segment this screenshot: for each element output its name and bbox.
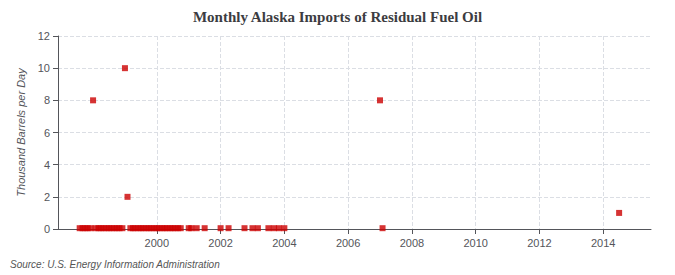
svg-text:2: 2	[44, 191, 50, 203]
svg-text:6: 6	[44, 127, 50, 139]
svg-text:2014: 2014	[591, 237, 615, 249]
svg-text:2000: 2000	[145, 237, 169, 249]
svg-text:8: 8	[44, 94, 50, 106]
svg-text:2006: 2006	[336, 237, 360, 249]
svg-text:4: 4	[44, 159, 50, 171]
svg-text:2012: 2012	[527, 237, 551, 249]
svg-text:Thousand Barrels per Day: Thousand Barrels per Day	[15, 67, 27, 197]
svg-text:Monthly Alaska Imports of Resi: Monthly Alaska Imports of Residual Fuel …	[193, 9, 482, 25]
svg-text:2002: 2002	[208, 237, 232, 249]
svg-text:2008: 2008	[400, 237, 424, 249]
svg-text:10: 10	[38, 62, 50, 74]
svg-text:0: 0	[44, 223, 50, 235]
svg-text:Source: U.S. Energy Informatio: Source: U.S. Energy Information Administ…	[10, 259, 220, 270]
svg-text:12: 12	[38, 30, 50, 42]
svg-text:2010: 2010	[463, 237, 487, 249]
svg-text:2004: 2004	[272, 237, 296, 249]
